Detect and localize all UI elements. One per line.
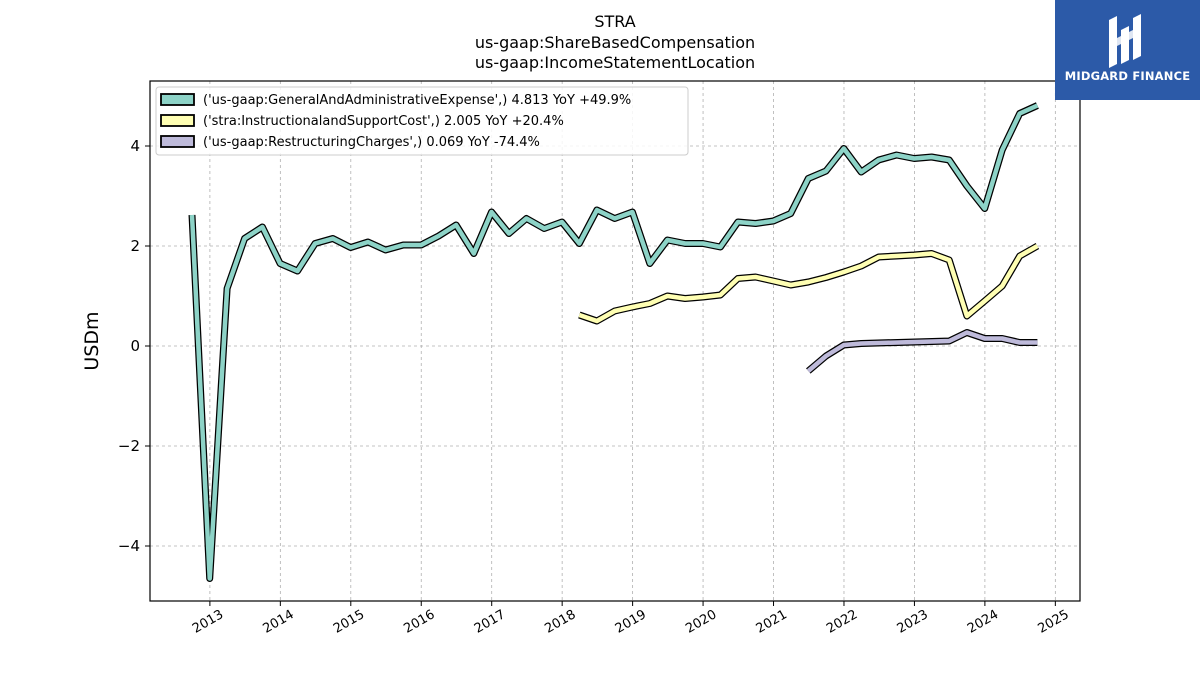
chart-title-line-1: STRA bbox=[594, 12, 635, 31]
chart-title-line-3: us-gaap:IncomeStatementLocation bbox=[475, 53, 755, 72]
x-tick-label: 2016 bbox=[401, 607, 437, 637]
y-tick-label: 0 bbox=[130, 337, 140, 355]
logo-mark-icon bbox=[1109, 14, 1141, 68]
x-tick-label: 2015 bbox=[331, 607, 367, 637]
x-tick-label: 2025 bbox=[1036, 607, 1072, 637]
series-line bbox=[806, 330, 1038, 373]
series-2 bbox=[578, 242, 1040, 325]
x-tick-label: 2019 bbox=[613, 607, 649, 637]
legend: ('us-gaap:GeneralAndAdministrativeExpens… bbox=[155, 86, 689, 156]
x-tick-label: 2022 bbox=[824, 607, 860, 637]
x-tick-label: 2024 bbox=[965, 607, 1001, 637]
legend-swatch bbox=[160, 93, 195, 106]
plot-frame bbox=[149, 80, 1081, 602]
y-axis-label: USDm bbox=[81, 311, 103, 370]
brand-logo: MIDGARD FINANCE bbox=[1055, 0, 1200, 100]
series-line bbox=[578, 244, 1039, 324]
legend-swatch bbox=[160, 135, 195, 148]
series-layer bbox=[188, 102, 1040, 582]
legend-label: ('us-gaap:GeneralAndAdministrativeExpens… bbox=[203, 93, 631, 108]
logo-text: MIDGARD FINANCE bbox=[1064, 69, 1191, 83]
chart-title-line-2: us-gaap:ShareBasedCompensation bbox=[475, 33, 755, 52]
y-tick-label: −2 bbox=[118, 437, 140, 455]
x-tick-label: 2014 bbox=[261, 607, 297, 637]
x-tick-label: 2013 bbox=[190, 607, 226, 637]
x-tick-label: 2023 bbox=[895, 607, 931, 637]
legend-label: ('stra:InstructionalandSupportCost',) 2.… bbox=[203, 114, 564, 129]
y-tick-label: 4 bbox=[130, 137, 140, 155]
series-1 bbox=[188, 102, 1039, 582]
x-tick-label: 2018 bbox=[542, 607, 578, 637]
legend-label: ('us-gaap:RestructuringCharges',) 0.069 … bbox=[203, 135, 540, 150]
legend-box bbox=[155, 86, 689, 156]
series-line bbox=[189, 103, 1039, 581]
y-tick-label: 2 bbox=[130, 237, 140, 255]
x-tick-label: 2017 bbox=[472, 607, 508, 637]
series-3 bbox=[806, 329, 1038, 374]
y-tick-label: −4 bbox=[118, 537, 140, 555]
x-tick-label: 2020 bbox=[683, 607, 719, 637]
legend-swatch bbox=[160, 114, 195, 127]
x-tick-label: 2021 bbox=[754, 607, 790, 637]
